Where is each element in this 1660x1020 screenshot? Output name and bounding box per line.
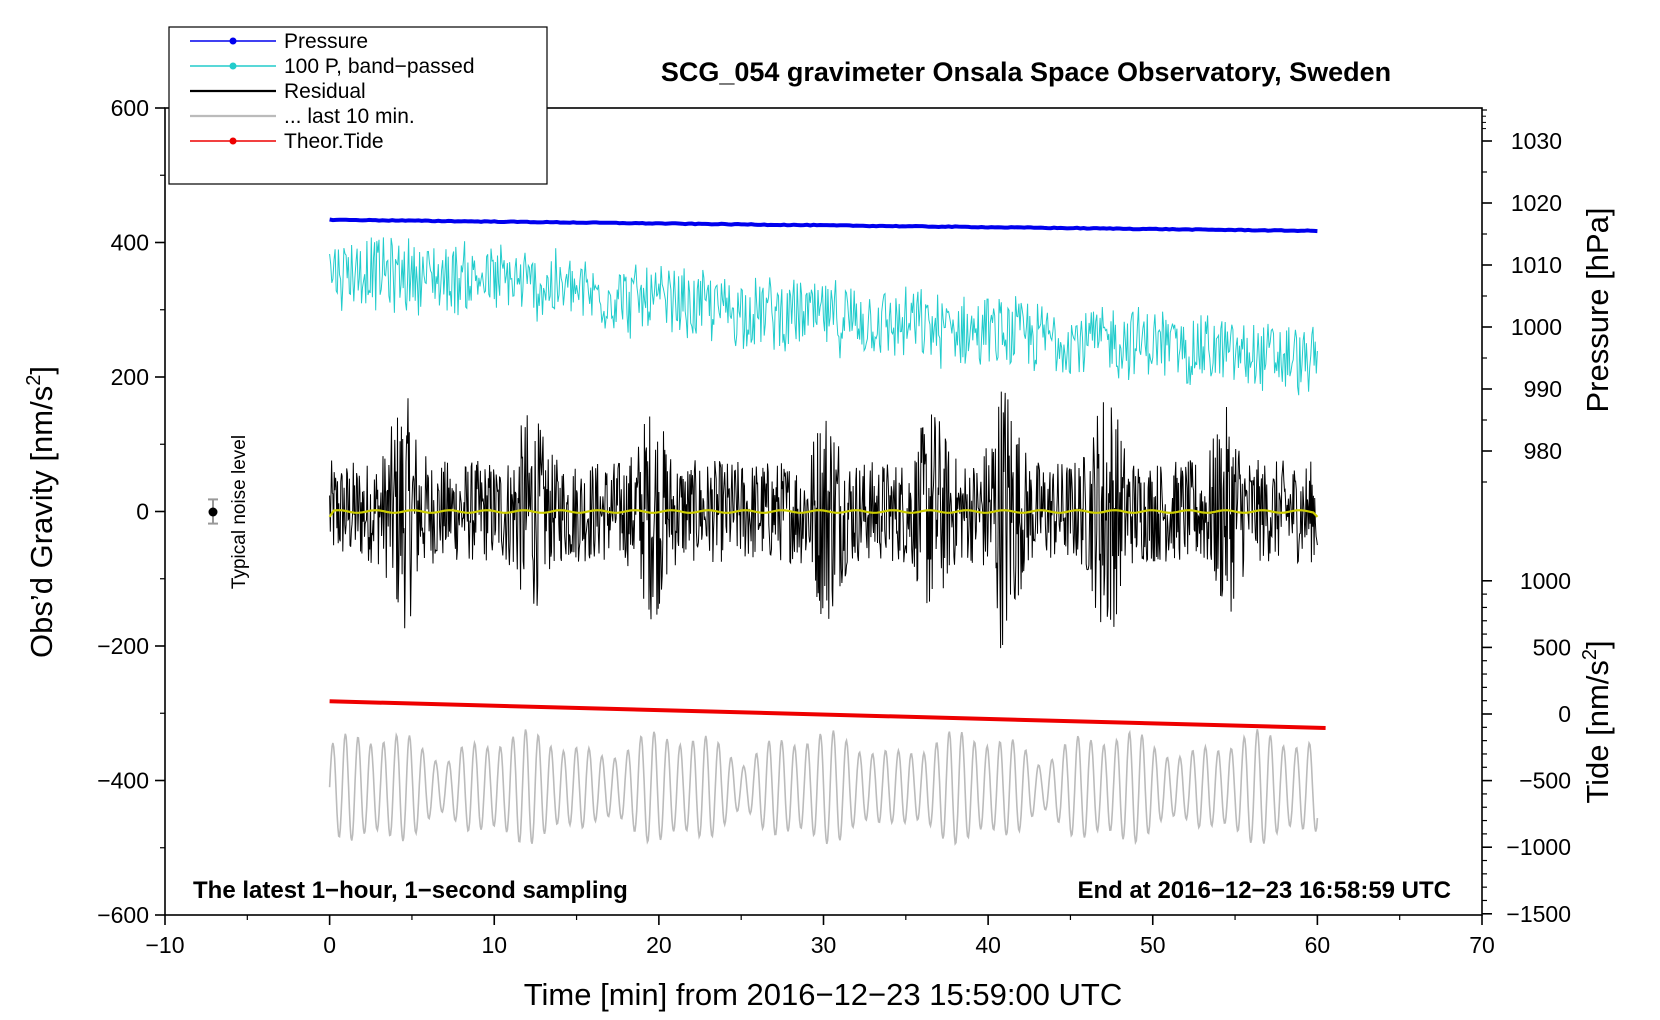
legend-box <box>168 26 548 185</box>
annotation-right: End at 2016−12−23 16:58:59 UTC <box>1077 877 1451 904</box>
series-layer <box>328 217 1326 846</box>
residual-smoothed-line <box>328 509 1319 518</box>
y-axis-label-tide: Tide [nm/s2] <box>1579 640 1615 803</box>
pressure-tick-label: 1020 <box>1511 190 1562 216</box>
x-tick-label: −10 <box>145 932 184 958</box>
legend-label: 100 P, band−passed <box>284 55 475 78</box>
legend-label: ... last 10 min. <box>284 105 415 128</box>
tide-tick-label: −500 <box>1519 768 1571 794</box>
tide-axis: 1000 500 0 −500 −1000 −1500 <box>1482 568 1571 927</box>
chart-title: SCG_054 gravimeter Onsala Space Observat… <box>661 57 1391 87</box>
tide-tick-label: 0 <box>1558 701 1571 727</box>
pressure-axis: 1030 1020 1010 1000 990 980 <box>1482 109 1562 483</box>
pressure-tick-label: 1010 <box>1511 252 1562 278</box>
x-tick-label: 50 <box>1140 932 1166 958</box>
legend-label: Residual <box>284 80 366 103</box>
x-tick-label: 70 <box>1469 932 1495 958</box>
pressure-tick-label: 1030 <box>1511 128 1562 154</box>
pressure-tick-label: 1000 <box>1511 314 1562 340</box>
bandpassed-pressure-line <box>329 237 1318 396</box>
tide-tick-label: 500 <box>1533 634 1571 660</box>
tide-tick-label: −1000 <box>1506 834 1571 860</box>
x-axis-label: Time [min] from 2016−12−23 15:59:00 UTC <box>524 977 1123 1012</box>
x-tick-label: 20 <box>646 932 672 958</box>
theoretical-tide-line <box>329 699 1326 730</box>
y-axis-label-gravity: Obs’d Gravity [nm/s2] <box>23 366 59 658</box>
y-axis-label-pressure: Pressure [hPa] <box>1580 207 1615 412</box>
legend-marker <box>229 137 237 145</box>
gravity-tick-label: 200 <box>111 364 149 390</box>
gravity-tick-label: −400 <box>97 768 149 794</box>
x-axis: −10 0 10 20 30 40 50 60 70 <box>145 915 1495 958</box>
pressure-line <box>329 217 1318 234</box>
noise-marker: Typical noise level <box>208 435 250 589</box>
gravity-tick-label: 0 <box>136 499 149 525</box>
gravity-tick-label: −600 <box>97 902 149 928</box>
legend-marker <box>229 62 237 70</box>
noise-dot <box>208 507 218 517</box>
legend-label: Theor.Tide <box>284 130 384 153</box>
x-tick-label: 40 <box>975 932 1001 958</box>
gravity-tick-label: 600 <box>111 95 149 121</box>
tide-tick-label: −1500 <box>1506 901 1571 927</box>
pressure-tick-label: 980 <box>1524 438 1562 464</box>
gravity-tick-label: 400 <box>111 230 149 256</box>
legend-marker <box>229 37 237 45</box>
gravity-axis: 600 400 200 0 −200 −400 −600 <box>97 95 165 928</box>
residual-line <box>329 391 1318 649</box>
annotation-left: The latest 1−hour, 1−second sampling <box>193 877 628 904</box>
x-tick-label: 60 <box>1305 932 1331 958</box>
last-10-min-line <box>328 729 1319 846</box>
x-tick-label: 0 <box>323 932 336 958</box>
noise-label: Typical noise level <box>229 435 250 589</box>
legend-label: Pressure <box>284 30 368 53</box>
gravity-tick-label: −200 <box>97 633 149 659</box>
x-tick-label: 30 <box>811 932 837 958</box>
pressure-tick-label: 990 <box>1524 376 1562 402</box>
x-tick-label: 10 <box>481 932 507 958</box>
tide-tick-label: 1000 <box>1520 568 1571 594</box>
